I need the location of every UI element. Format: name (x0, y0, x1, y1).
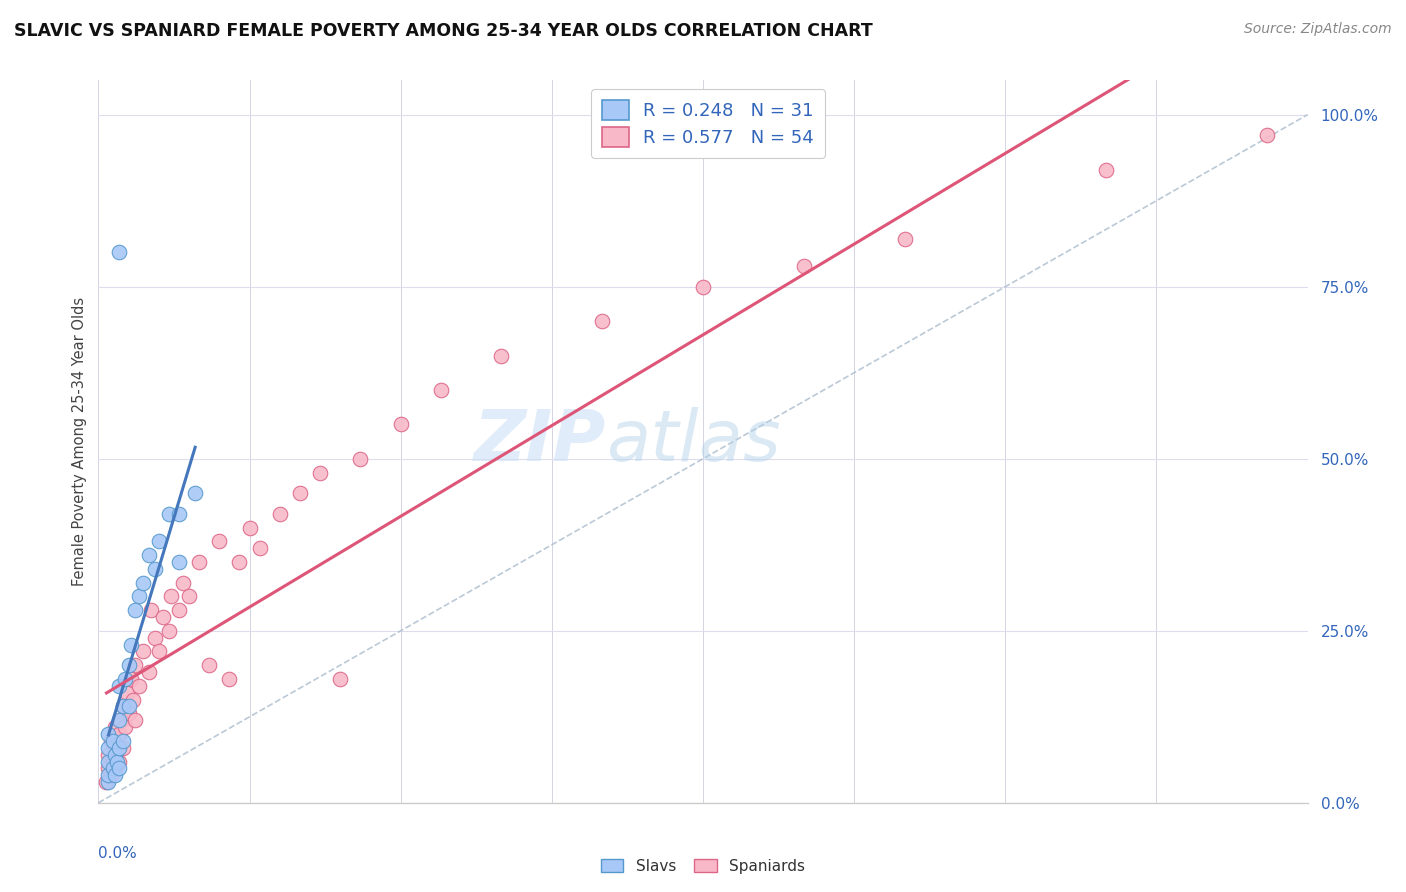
Point (120, 672, 142, 686)
Point (198, 658, 221, 673)
Point (309, 466, 332, 480)
Point (118, 658, 141, 673)
Point (148, 644, 170, 658)
Point (389, 417, 412, 432)
Point (111, 734, 134, 748)
Point (143, 562, 166, 576)
Point (101, 761, 124, 775)
Point (148, 534, 170, 549)
Text: 0.0%: 0.0% (98, 847, 138, 861)
Point (97, 740, 120, 755)
Point (96, 775, 118, 789)
Legend: R = 0.248   N = 31, R = 0.577   N = 54: R = 0.248 N = 31, R = 0.577 N = 54 (591, 89, 825, 158)
Point (114, 672, 136, 686)
Point (692, 279, 714, 293)
Point (128, 679, 150, 693)
Point (591, 314, 613, 328)
Point (120, 638, 142, 652)
Point (124, 713, 146, 727)
Point (107, 679, 129, 693)
Point (143, 631, 166, 645)
Point (184, 486, 207, 500)
Point (97, 761, 120, 775)
Point (97, 727, 120, 741)
Point (138, 665, 160, 679)
Point (132, 644, 155, 658)
Point (114, 720, 136, 734)
Point (121, 692, 143, 706)
Point (167, 507, 190, 521)
Point (1256, 128, 1278, 143)
Point (893, 231, 915, 245)
Point (218, 672, 240, 686)
Point (107, 755, 129, 769)
Point (188, 555, 211, 569)
Point (1095, 162, 1118, 177)
Point (167, 603, 190, 617)
Point (118, 706, 141, 721)
Point (349, 451, 371, 466)
Point (239, 520, 262, 534)
Point (269, 507, 291, 521)
Point (101, 755, 124, 769)
Point (103, 720, 125, 734)
Point (160, 590, 183, 604)
Point (172, 575, 194, 590)
Y-axis label: Female Poverty Among 25-34 Year Olds: Female Poverty Among 25-34 Year Olds (72, 297, 87, 586)
Text: ZIP: ZIP (474, 407, 606, 476)
Point (430, 383, 453, 397)
Point (105, 740, 128, 755)
Text: Source: ZipAtlas.com: Source: ZipAtlas.com (1244, 22, 1392, 37)
Point (118, 699, 141, 714)
Point (97, 755, 120, 769)
Point (139, 603, 162, 617)
Point (167, 555, 190, 569)
Point (179, 590, 201, 604)
Point (107, 727, 129, 741)
Point (491, 349, 513, 363)
Point (111, 699, 134, 714)
Point (124, 658, 146, 673)
Point (793, 259, 815, 273)
Point (103, 747, 125, 762)
Point (100, 734, 122, 748)
Point (157, 507, 180, 521)
Point (107, 740, 129, 755)
Point (329, 672, 352, 686)
Point (115, 686, 138, 700)
Point (103, 761, 125, 775)
Point (111, 740, 134, 755)
Point (107, 245, 129, 260)
Point (128, 590, 150, 604)
Point (249, 541, 271, 556)
Point (97, 768, 120, 782)
Point (132, 575, 155, 590)
Point (157, 624, 180, 638)
Text: SLAVIC VS SPANIARD FEMALE POVERTY AMONG 25-34 YEAR OLDS CORRELATION CHART: SLAVIC VS SPANIARD FEMALE POVERTY AMONG … (14, 22, 873, 40)
Text: atlas: atlas (606, 407, 780, 476)
Point (208, 534, 231, 549)
Point (107, 713, 129, 727)
Legend: Slavs, Spaniards: Slavs, Spaniards (595, 853, 811, 880)
Point (111, 699, 134, 714)
Point (152, 610, 174, 624)
Point (97, 775, 120, 789)
Point (124, 603, 146, 617)
Point (97, 747, 120, 762)
Point (110, 713, 132, 727)
Point (103, 768, 125, 782)
Point (228, 555, 250, 569)
Point (105, 755, 128, 769)
Point (101, 734, 124, 748)
Point (100, 768, 122, 782)
Point (288, 486, 311, 500)
Point (107, 761, 129, 775)
Point (138, 548, 160, 562)
